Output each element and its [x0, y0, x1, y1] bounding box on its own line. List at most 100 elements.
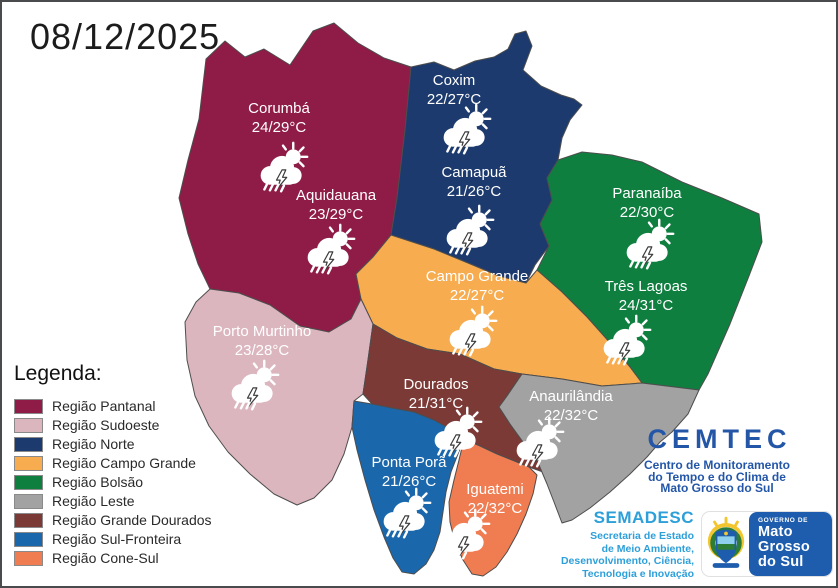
city-temp: 22/27°C: [426, 91, 482, 108]
city-temp: 22/32°C: [467, 500, 523, 517]
city-label-coxim: Coxim 22/27°C: [427, 71, 481, 109]
weather-icon-storm-coxim: [442, 103, 492, 155]
region-sudoeste: [184, 288, 374, 506]
legend-color-swatch: [14, 513, 43, 528]
date-label: 08/12/2025: [30, 16, 221, 57]
region-leste: [498, 373, 700, 524]
cemtec-tagline-line: Mato Grosso do Sul: [660, 481, 774, 495]
weather-icon-storm-dourados: [433, 406, 483, 458]
legend-item: Região Grande Dourados: [14, 511, 229, 530]
city-label-porto_murtinho: Porto Murtinho 23/28°C: [213, 322, 311, 360]
legend-item-label: Região Sul-Fronteira: [52, 531, 182, 547]
weather-icon-storm-anaurilandia: [515, 416, 565, 468]
city-label-ponta_pora: Ponta Porã 21/26°C: [371, 453, 446, 491]
legend-item-label: Região Leste: [52, 493, 135, 509]
legend-item-label: Região Cone-Sul: [52, 550, 159, 566]
legend-item: Região Bolsão: [14, 473, 229, 492]
semadesc-line: Tecnologia e Inovação: [582, 567, 694, 580]
weather-icon-storm-iguatemi: [441, 508, 491, 560]
legend-item-label: Região Campo Grande: [52, 455, 196, 471]
legend-item: Região Leste: [14, 492, 229, 511]
city-temp: 21/26°C: [446, 183, 502, 200]
weather-icon-storm-paranaiba: [625, 218, 675, 270]
weather-icon-storm-porto_murtinho: [230, 359, 280, 411]
cemtec-wordmark: CEMTEC: [647, 424, 792, 454]
legend-title: Legenda:: [14, 362, 102, 385]
governo-ms-logo: GOVERNO DE Mato Grosso do Sul: [701, 511, 833, 577]
cemtec-tagline-line: do Tempo e do Clima de: [648, 469, 786, 484]
semadesc-line: Secretaria de Estado: [590, 530, 694, 542]
city-name: Dourados: [403, 376, 469, 393]
governo-ms-wordmark: GOVERNO DE Mato Grosso do Sul: [749, 512, 832, 576]
legend-item: Região Cone-Sul: [14, 549, 229, 568]
city-label-tres_lagoas: Três Lagoas 24/31°C: [605, 277, 688, 315]
cemtec-tagline-line: Centro de Monitoramento: [644, 458, 790, 472]
legend-color-swatch: [14, 532, 43, 547]
city-temp: 22/27°C: [449, 287, 505, 304]
city-name: Coxim: [432, 72, 476, 89]
city-name: Porto Murtinho: [212, 323, 312, 340]
legend-color-swatch: [14, 418, 43, 433]
legend-item: Região Sul-Fronteira: [14, 530, 229, 549]
city-name: Corumbá: [248, 100, 310, 117]
city-label-campo_grande: Campo Grande 22/27°C: [426, 267, 529, 305]
city-label-camapua: Camapuã 21/26°C: [441, 163, 506, 201]
semadesc-line: de Meio Ambiente,: [601, 542, 694, 555]
weather-icon-storm-camapua: [445, 204, 495, 256]
city-label-anaurilandia: Anaurilândia 22/32°C: [529, 387, 612, 425]
legend-color-swatch: [14, 456, 43, 471]
legend-color-swatch: [14, 399, 43, 414]
weather-icon-storm-campo_grande: [448, 305, 498, 357]
legend-item: Região Pantanal: [14, 397, 229, 416]
legend-item-label: Região Bolsão: [52, 474, 144, 490]
city-temp: 24/31°C: [618, 297, 674, 314]
city-name: Três Lagoas: [604, 278, 688, 295]
city-name: Campo Grande: [425, 268, 529, 285]
legend-color-swatch: [14, 494, 43, 509]
cemtec-logo: CEMTEC Centro de Monitoramento do Tempo …: [640, 424, 794, 495]
legend-item-label: Região Pantanal: [52, 398, 156, 414]
city-name: Iguatemi: [466, 481, 524, 498]
city-name: Paranaíba: [612, 185, 682, 202]
governo-kicker: GOVERNO DE: [758, 517, 809, 524]
city-label-dourados: Dourados 21/31°C: [403, 375, 468, 413]
city-temp: 22/30°C: [619, 204, 675, 221]
city-temp: 24/29°C: [251, 119, 307, 136]
city-name: Aquidauana: [295, 187, 377, 204]
ms-coat-of-arms-icon: [702, 512, 749, 576]
weather-icon-storm-ponta_pora: [382, 487, 432, 539]
city-temp: 22/32°C: [543, 407, 599, 424]
city-temp: 23/29°C: [308, 206, 364, 223]
governo-line: Mato: [758, 524, 793, 540]
weather-icon-storm-aquidauana: [306, 223, 356, 275]
legend-item-label: Região Norte: [52, 436, 135, 452]
legend-color-swatch: [14, 475, 43, 490]
city-label-aquidauana: Aquidauana 23/29°C: [296, 186, 376, 224]
city-temp: 21/26°C: [381, 473, 437, 490]
city-temp: 21/31°C: [408, 395, 464, 412]
governo-line: do Sul: [758, 554, 804, 570]
governo-line: Grosso: [758, 539, 810, 555]
legend-item: Região Campo Grande: [14, 454, 229, 473]
legend: Legenda: Região Pantanal Região Sudoeste…: [14, 362, 229, 568]
legend-items: Região Pantanal Região Sudoeste Região N…: [14, 397, 229, 568]
weather-icon-storm-tres_lagoas: [602, 314, 652, 366]
legend-item-label: Região Grande Dourados: [52, 512, 212, 528]
city-label-paranaiba: Paranaíba 22/30°C: [612, 184, 681, 222]
legend-item-label: Região Sudoeste: [52, 417, 160, 433]
city-label-iguatemi: Iguatemi 22/32°C: [466, 480, 524, 518]
city-name: Ponta Porã: [371, 454, 447, 471]
semadesc-line: Desenvolvimento, Ciência,: [560, 555, 694, 567]
semadesc-wordmark: SEMADESC: [593, 508, 694, 527]
legend-color-swatch: [14, 437, 43, 452]
legend-color-swatch: [14, 551, 43, 566]
city-name: Camapuã: [441, 164, 507, 181]
city-name: Anaurilândia: [529, 388, 613, 405]
city-label-corumba: Corumbá 24/29°C: [248, 99, 310, 137]
legend-item: Região Norte: [14, 435, 229, 454]
city-temp: 23/28°C: [234, 342, 290, 359]
legend-item: Região Sudoeste: [14, 416, 229, 435]
semadesc-logo: SEMADESC Secretaria de Estado de Meio Am…: [554, 508, 694, 580]
